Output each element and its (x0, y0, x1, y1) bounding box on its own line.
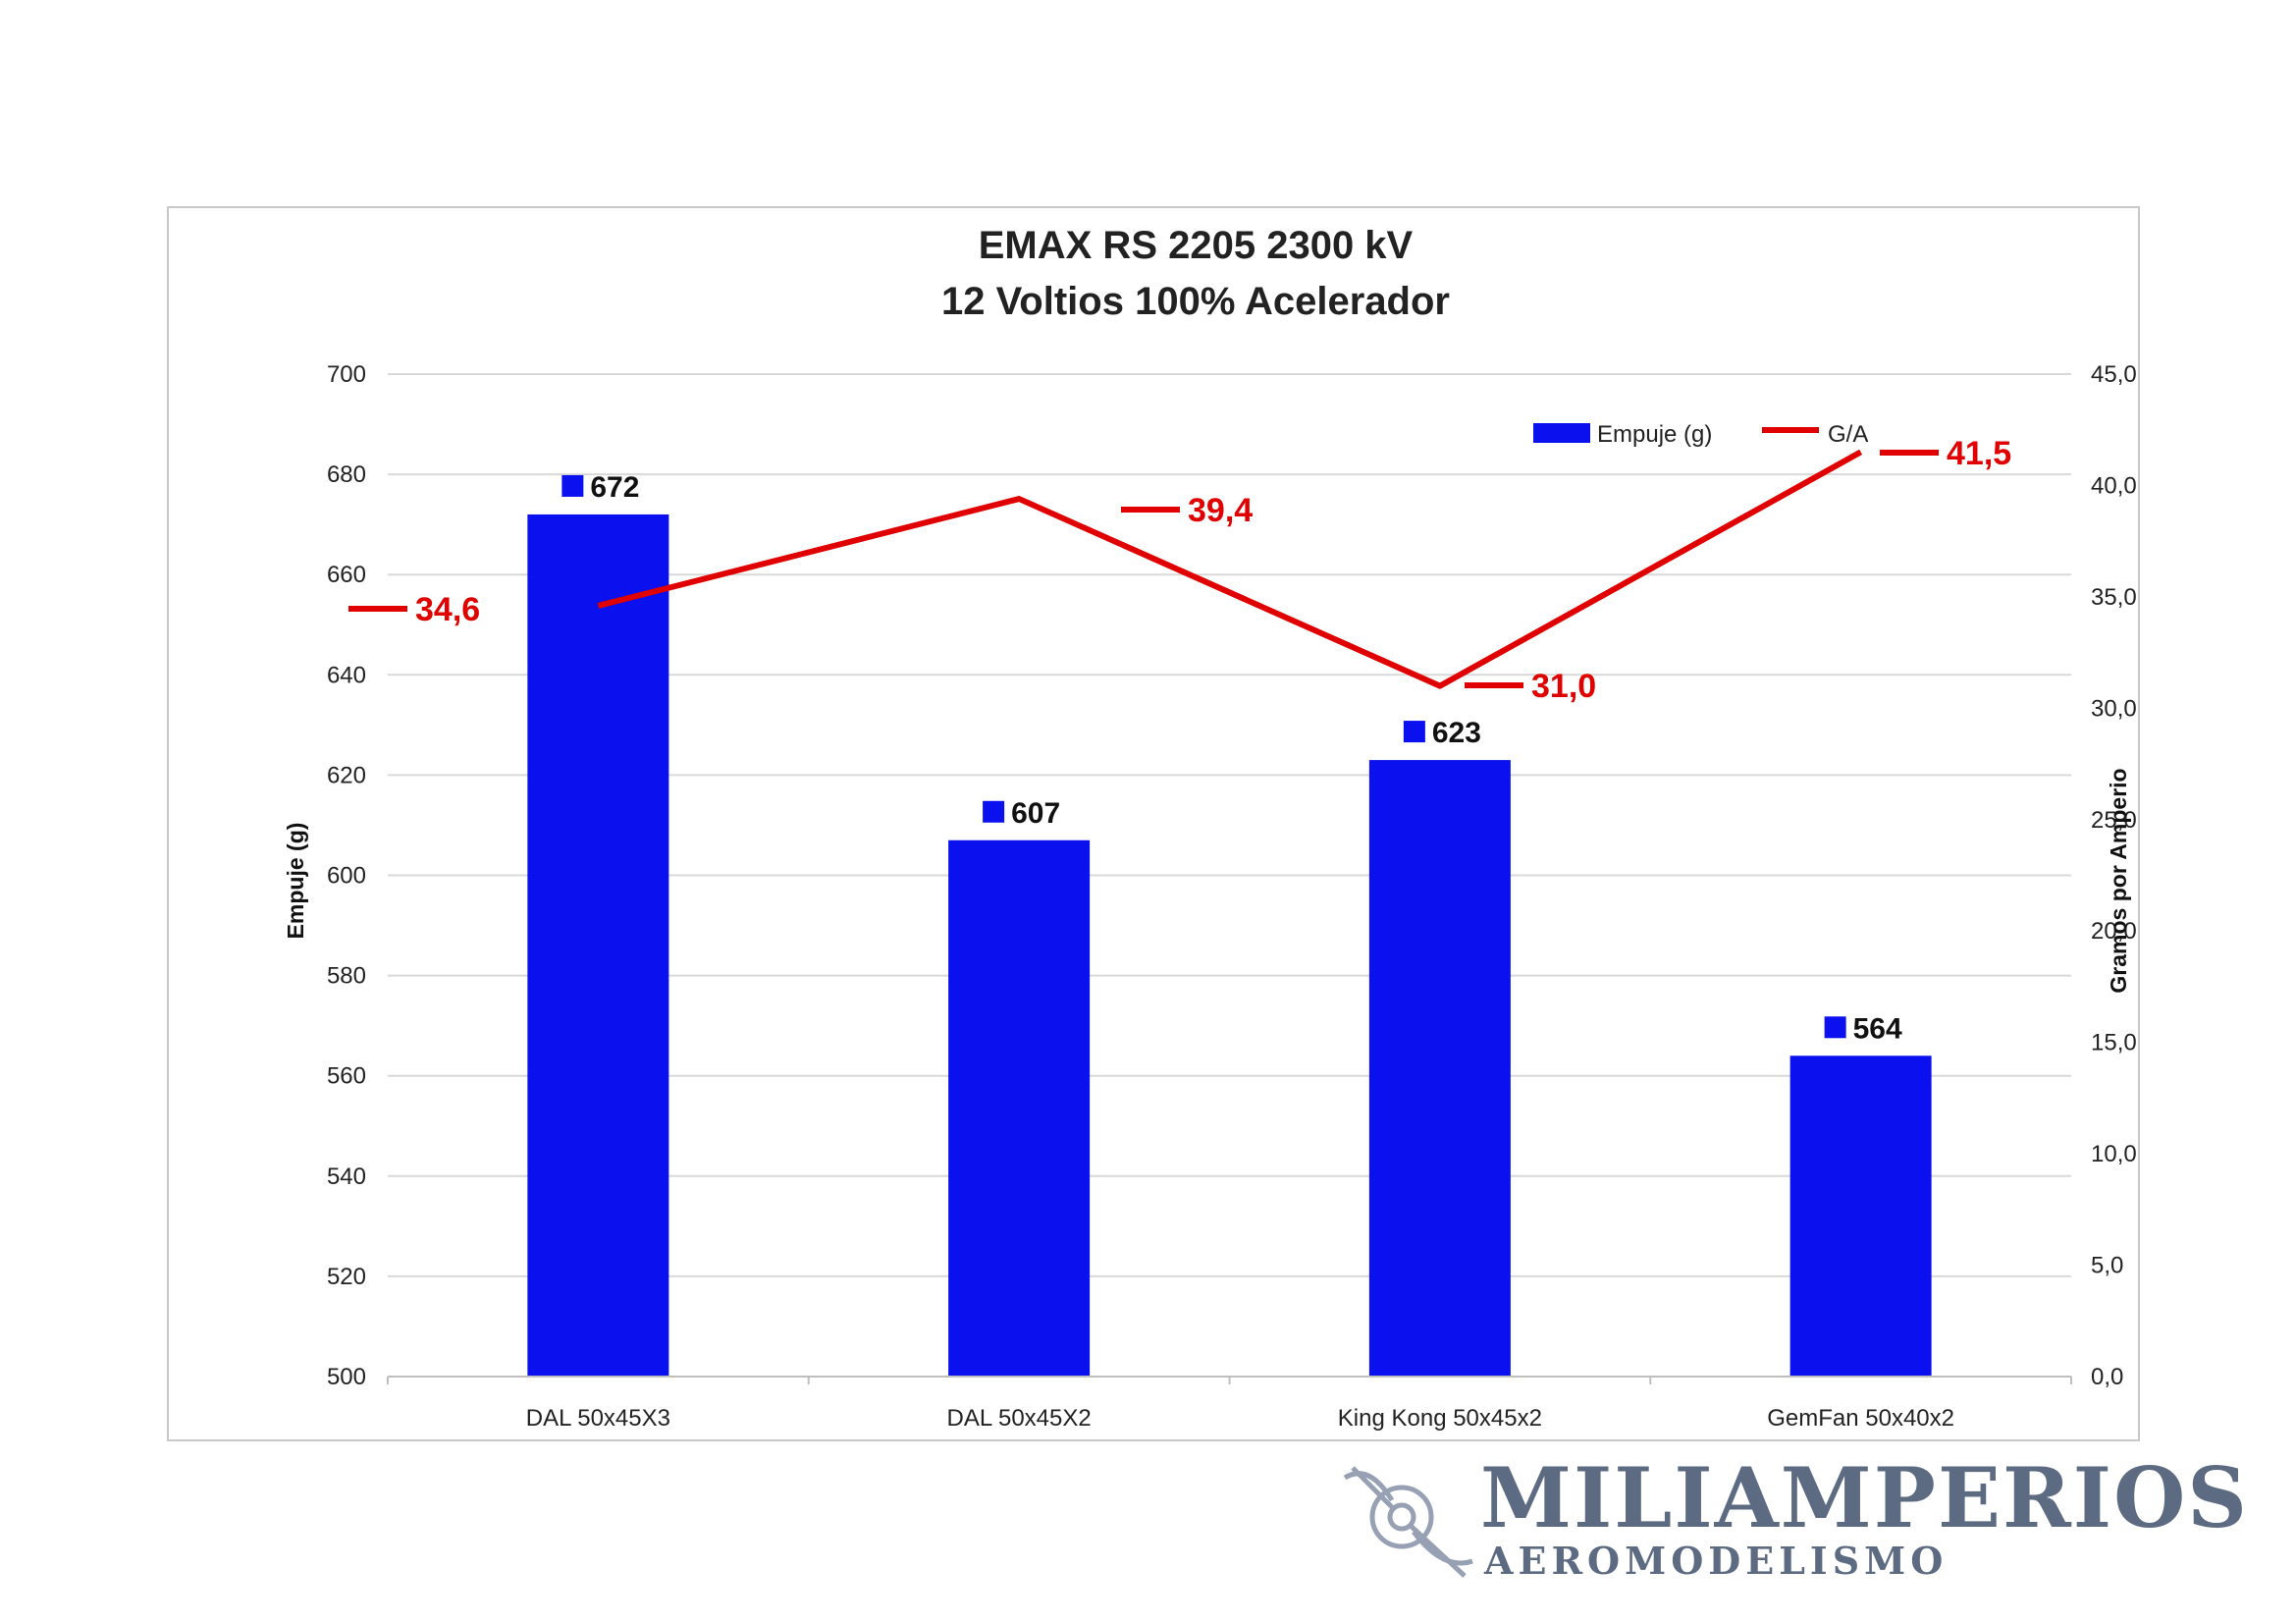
legend-label-ga: G/A (1828, 421, 1868, 448)
logo-subtitle: AEROMODELISMO (1483, 1539, 1948, 1583)
bar (1368, 760, 1511, 1377)
y-tick-label: 580 (327, 963, 366, 990)
x-tick-label: GemFan 50x40x2 (1767, 1405, 1954, 1432)
y2-tick-label: 35,0 (2091, 584, 2137, 611)
y2-axis-title: Gramos por Amperio (2106, 768, 2131, 993)
line-series (597, 449, 1863, 689)
y-tick-label: 520 (327, 1264, 366, 1290)
x-tick-label: DAL 50x45X2 (947, 1405, 1092, 1432)
ga-line (597, 449, 1863, 689)
y2-tick-label: 30,0 (2091, 695, 2137, 722)
x-tick-label: King Kong 50x45x2 (1338, 1405, 1542, 1432)
y-tick-label: 680 (327, 461, 366, 488)
y2-tick-label: 20,0 (2091, 918, 2137, 945)
legend-swatch-empuje (1533, 423, 1590, 443)
bar-data-label: 607 (1011, 797, 1060, 830)
line-data-label: 39,4 (1188, 492, 1253, 529)
data-labels: 672 607 623 564 34,6 39,4 31,0 41,5 (348, 435, 2011, 1045)
logo-name: MILIAMPERIOS (1480, 1449, 2249, 1546)
bar-data-label: 672 (590, 471, 639, 504)
bar-label-marker (561, 474, 584, 497)
y-tick-label: 660 (327, 562, 366, 588)
legend: Empuje (g) G/A (1533, 421, 1868, 448)
bar (1789, 1055, 1932, 1377)
y2-tick-label: 45,0 (2091, 361, 2137, 388)
legend-label-empuje: Empuje (g) (1597, 421, 1712, 448)
propeller-icon (1343, 1466, 1473, 1578)
y-tick-label: 700 (327, 361, 366, 388)
y2-tick-label: 5,0 (2091, 1253, 2123, 1279)
line-data-label: 31,0 (1531, 668, 1596, 705)
bar-data-label: 623 (1432, 717, 1481, 749)
line-data-label: 34,6 (415, 591, 480, 628)
x-tick-label: DAL 50x45X3 (526, 1405, 670, 1432)
y-tick-label: 600 (327, 863, 366, 890)
y-tick-label: 640 (327, 662, 366, 688)
bar-label-marker (983, 800, 1005, 823)
bar-data-label: 564 (1853, 1012, 1902, 1045)
y2-tick-label: 10,0 (2091, 1141, 2137, 1167)
y2-tick-label: 0,0 (2091, 1364, 2123, 1390)
axes: 500 520 540 560 580 600 620 640 660 680 700 0,0 5,0 1… (327, 361, 2137, 1432)
y2-tick-label: 25,0 (2091, 807, 2137, 834)
y-tick-label: 500 (327, 1364, 366, 1390)
bar-series (527, 514, 1932, 1377)
line-data-label: 41,5 (1947, 435, 2011, 472)
y-tick-label: 540 (327, 1163, 366, 1190)
y2-tick-label: 15,0 (2091, 1030, 2137, 1056)
bar (948, 839, 1091, 1377)
y-tick-label: 560 (327, 1063, 366, 1090)
chart-title: EMAX RS 2205 2300 kV (979, 224, 1414, 267)
chart-subtitle: 12 Voltios 100% Acelerador (941, 280, 1450, 323)
bar-label-marker (1403, 721, 1425, 743)
logo: MILIAMPERIOS AEROMODELISMO (1343, 1449, 2249, 1583)
y2-tick-label: 40,0 (2091, 472, 2137, 499)
bar-label-marker (1824, 1016, 1846, 1039)
bar (527, 514, 669, 1377)
y-axis-title: Empuje (g) (283, 823, 308, 940)
y-tick-label: 620 (327, 762, 366, 788)
